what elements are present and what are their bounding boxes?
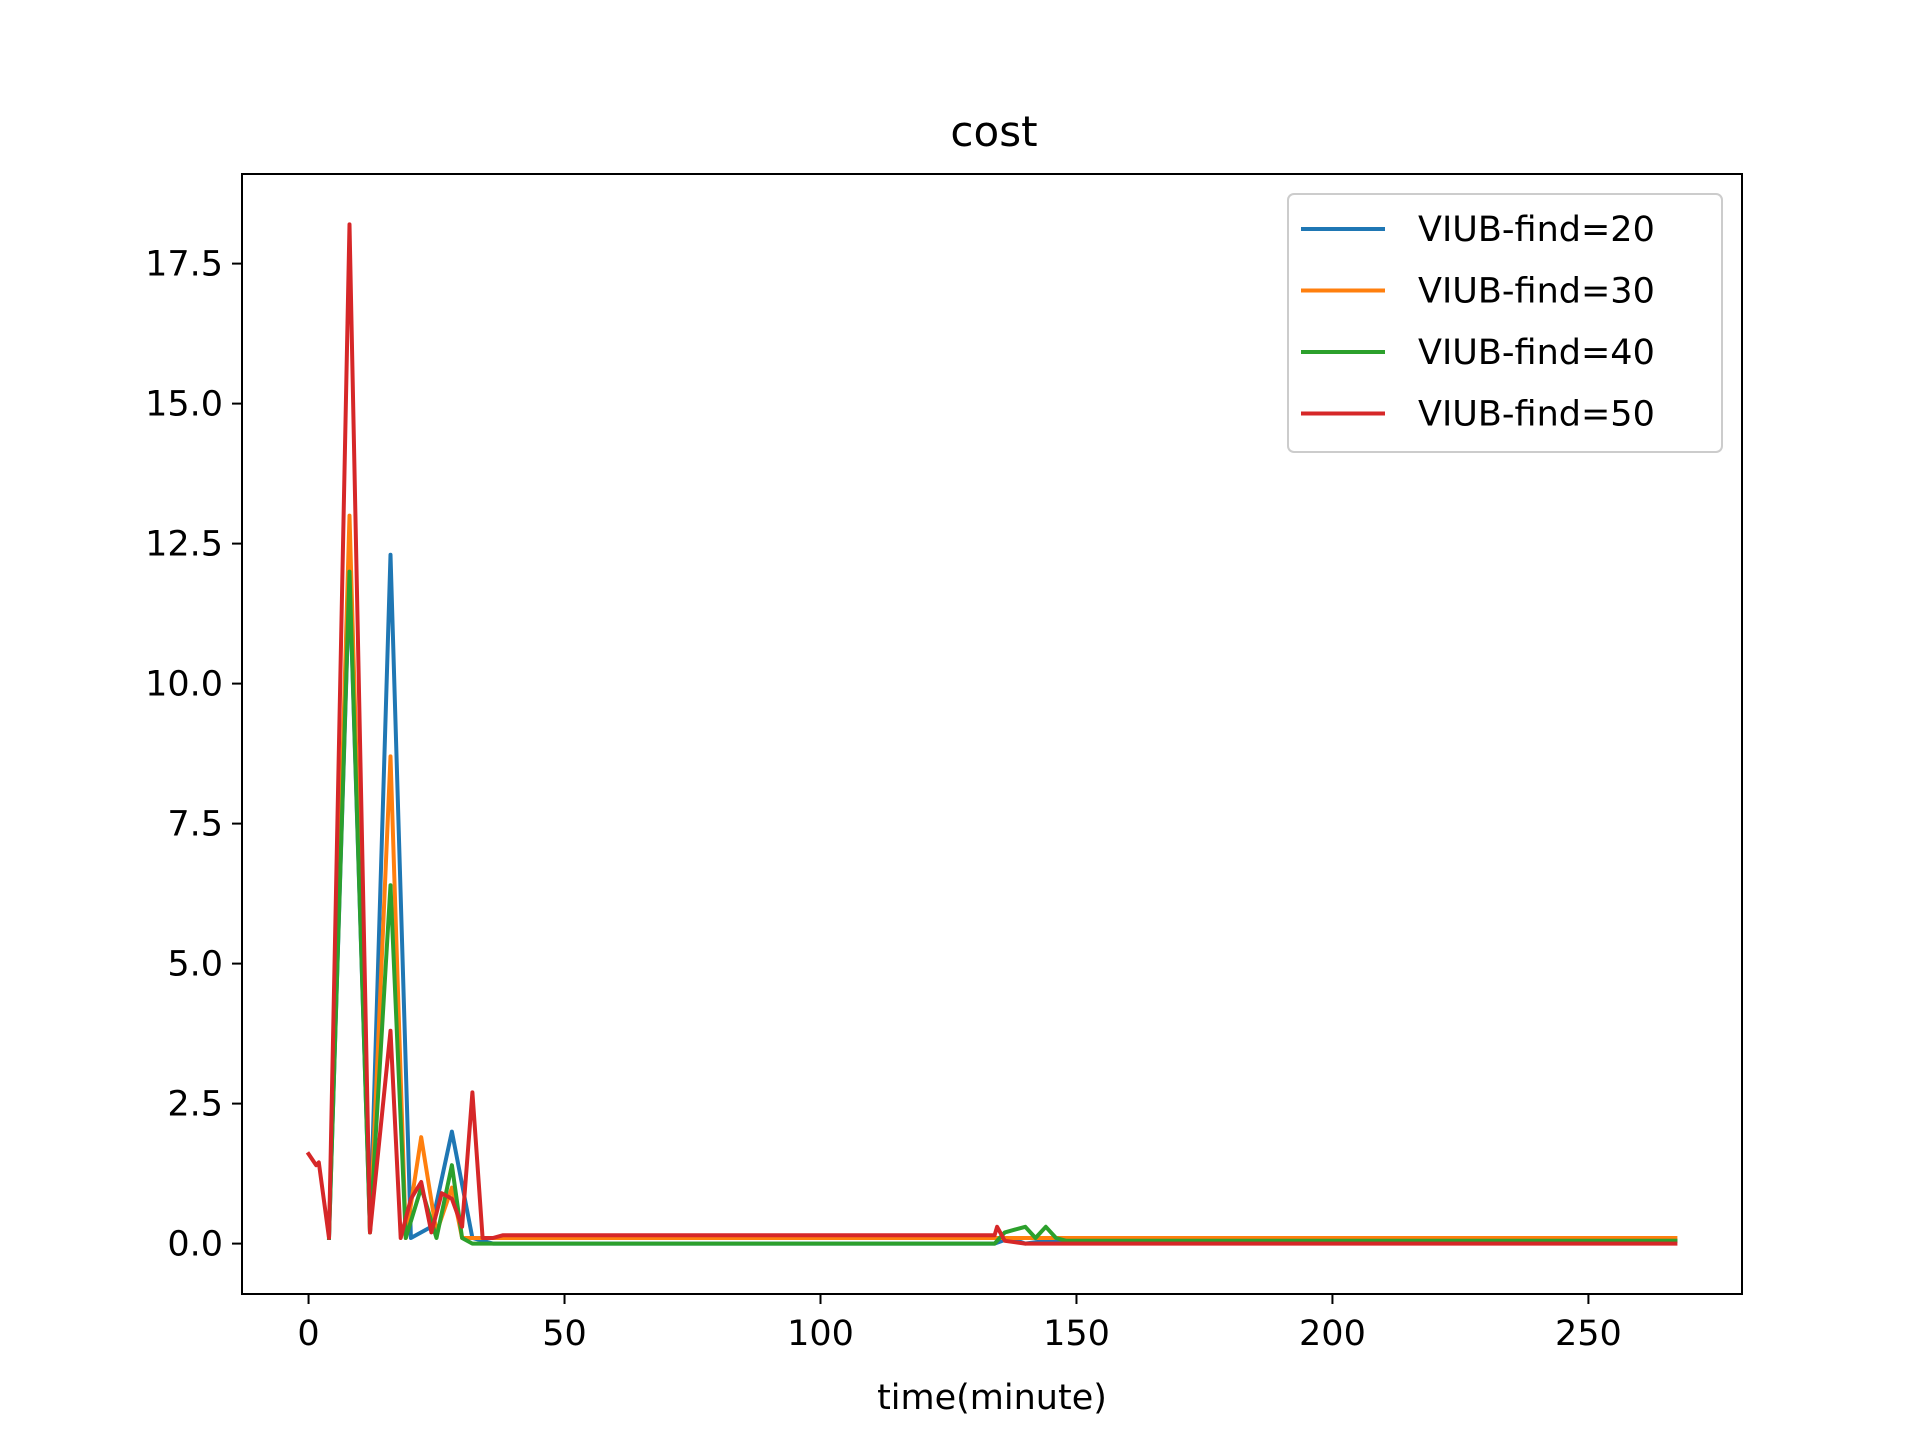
legend-label: VIUB-find=30 bbox=[1418, 272, 1655, 312]
legend: VIUB-find=20 VIUB-find=30 VIUB-find=40 VIUB… bbox=[1287, 193, 1723, 453]
y-tick-label: 0.0 bbox=[167, 1225, 223, 1265]
axes-frame bbox=[241, 173, 1743, 1295]
series-lines bbox=[305, 222, 1678, 1246]
legend-box bbox=[1287, 193, 1723, 453]
legend-label: VIUB-find=20 bbox=[1418, 210, 1655, 250]
y-axis-ticks: 0.0 2.5 5.0 7.5 10.0 12.5 15.0 17.5 bbox=[145, 245, 242, 1265]
legend-label: VIUB-find=50 bbox=[1418, 395, 1655, 435]
legend-label: VIUB-find=40 bbox=[1418, 333, 1655, 373]
x-tick-label: 250 bbox=[1555, 1314, 1622, 1354]
x-tick-label: 100 bbox=[787, 1314, 854, 1354]
x-tick-label: 150 bbox=[1043, 1314, 1110, 1354]
y-tick-label: 15.0 bbox=[145, 385, 223, 425]
x-axis-ticks: 0 50 100 150 200 250 bbox=[297, 1294, 1622, 1354]
y-tick-label: 7.5 bbox=[167, 805, 223, 845]
x-axis-label: time(minute) bbox=[877, 1378, 1107, 1418]
y-tick-label: 12.5 bbox=[145, 525, 223, 565]
x-tick-label: 200 bbox=[1299, 1314, 1366, 1354]
series-line-3 bbox=[326, 569, 1678, 1246]
y-tick-label: 17.5 bbox=[145, 245, 223, 285]
chart-title: cost bbox=[950, 107, 1037, 156]
y-tick-label: 5.0 bbox=[167, 945, 223, 985]
series-line-4 bbox=[305, 222, 1678, 1246]
x-tick-label: 0 bbox=[297, 1314, 319, 1354]
y-tick-label: 2.5 bbox=[167, 1085, 223, 1125]
y-tick-label: 10.0 bbox=[145, 665, 223, 705]
x-tick-label: 50 bbox=[542, 1314, 587, 1354]
